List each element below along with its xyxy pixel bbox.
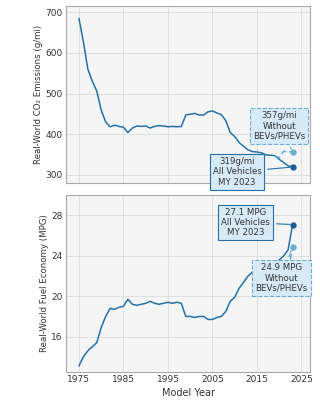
Text: 357g/mi
Without
BEVs/PHEVs: 357g/mi Without BEVs/PHEVs bbox=[253, 111, 305, 149]
Text: 27.1 MPG
All Vehicles
MY 2023: 27.1 MPG All Vehicles MY 2023 bbox=[221, 208, 290, 238]
Y-axis label: Real-World Fuel Economy (MPG): Real-World Fuel Economy (MPG) bbox=[40, 215, 49, 353]
Text: 319g/mi
All Vehicles
MY 2023: 319g/mi All Vehicles MY 2023 bbox=[212, 157, 290, 187]
Text: 24.9 MPG
Without
BEVs/PHEVs: 24.9 MPG Without BEVs/PHEVs bbox=[255, 249, 308, 293]
X-axis label: Model Year: Model Year bbox=[162, 388, 214, 398]
Y-axis label: Real-World CO₂ Emissions (g/mi): Real-World CO₂ Emissions (g/mi) bbox=[34, 25, 43, 164]
